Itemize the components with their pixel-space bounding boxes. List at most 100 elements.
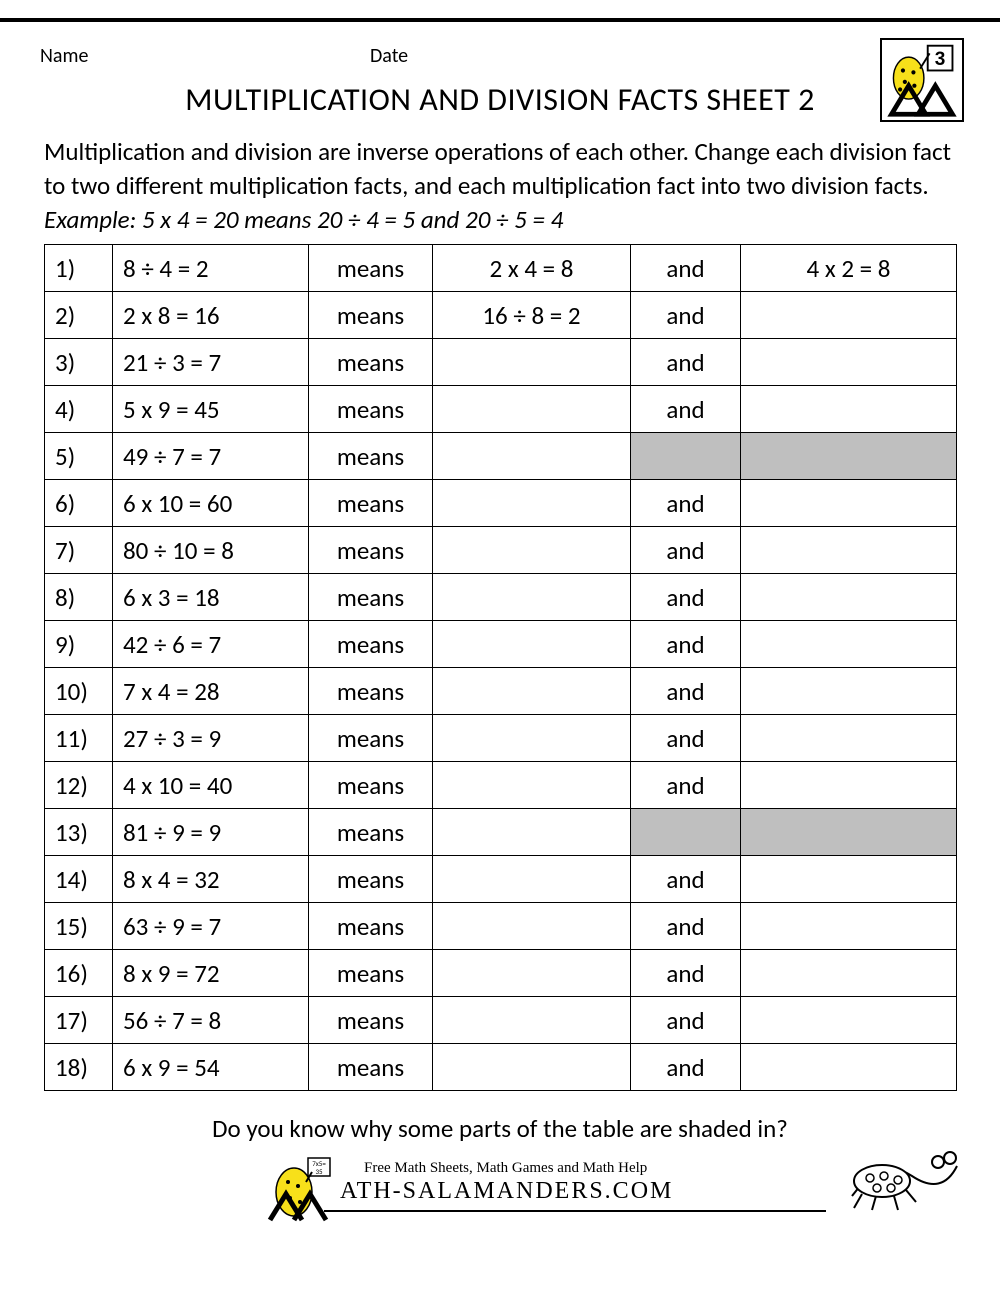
svg-text:35: 35 bbox=[315, 1167, 323, 1176]
row-number: 13) bbox=[45, 809, 113, 856]
row-ans1 bbox=[433, 1044, 631, 1091]
row-number: 3) bbox=[45, 339, 113, 386]
row-ans1: 16 ÷ 8 = 2 bbox=[433, 292, 631, 339]
row-ans1 bbox=[433, 386, 631, 433]
row-ans1 bbox=[433, 433, 631, 480]
row-and: and bbox=[631, 997, 741, 1044]
row-ans2 bbox=[741, 715, 957, 762]
row-fact: 6 x 3 = 18 bbox=[113, 574, 309, 621]
footer-tagline: Free Math Sheets, Math Games and Math He… bbox=[364, 1160, 647, 1177]
row-means: means bbox=[309, 950, 433, 997]
row-fact: 6 x 9 = 54 bbox=[113, 1044, 309, 1091]
row-ans1: 2 x 4 = 8 bbox=[433, 245, 631, 292]
table-row: 8)6 x 3 = 18meansand bbox=[45, 574, 957, 621]
row-means: means bbox=[309, 762, 433, 809]
row-and: and bbox=[631, 527, 741, 574]
table-row: 16)8 x 9 = 72meansand bbox=[45, 950, 957, 997]
row-means: means bbox=[309, 668, 433, 715]
row-means: means bbox=[309, 339, 433, 386]
row-fact: 49 ÷ 7 = 7 bbox=[113, 433, 309, 480]
row-fact: 5 x 9 = 45 bbox=[113, 386, 309, 433]
row-ans2 bbox=[741, 809, 957, 856]
row-means: means bbox=[309, 621, 433, 668]
table-row: 14)8 x 4 = 32meansand bbox=[45, 856, 957, 903]
row-ans1 bbox=[433, 762, 631, 809]
row-number: 15) bbox=[45, 903, 113, 950]
row-means: means bbox=[309, 574, 433, 621]
row-and bbox=[631, 809, 741, 856]
row-and: and bbox=[631, 621, 741, 668]
footer: 7x5= 35 Free Math Sheets, Math Games and… bbox=[44, 1154, 956, 1244]
row-and: and bbox=[631, 668, 741, 715]
row-and: and bbox=[631, 1044, 741, 1091]
table-row: 18)6 x 9 = 54meansand bbox=[45, 1044, 957, 1091]
row-number: 7) bbox=[45, 527, 113, 574]
row-ans2 bbox=[741, 997, 957, 1044]
row-means: means bbox=[309, 856, 433, 903]
row-number: 12) bbox=[45, 762, 113, 809]
row-ans2 bbox=[741, 527, 957, 574]
row-fact: 4 x 10 = 40 bbox=[113, 762, 309, 809]
row-number: 6) bbox=[45, 480, 113, 527]
row-number: 1) bbox=[45, 245, 113, 292]
page-title: MULTIPLICATION AND DIVISION FACTS SHEET … bbox=[40, 74, 960, 129]
row-ans2 bbox=[741, 480, 957, 527]
row-fact: 7 x 4 = 28 bbox=[113, 668, 309, 715]
table-row: 17)56 ÷ 7 = 8meansand bbox=[45, 997, 957, 1044]
instructions-body: Multiplication and division are inverse … bbox=[44, 136, 951, 201]
row-ans1 bbox=[433, 339, 631, 386]
table-row: 4)5 x 9 = 45meansand bbox=[45, 386, 957, 433]
brand-logo-icon: 3 bbox=[880, 38, 964, 122]
row-number: 16) bbox=[45, 950, 113, 997]
row-and: and bbox=[631, 245, 741, 292]
row-and: and bbox=[631, 856, 741, 903]
row-ans1 bbox=[433, 997, 631, 1044]
row-fact: 8 x 9 = 72 bbox=[113, 950, 309, 997]
row-ans1 bbox=[433, 903, 631, 950]
table-row: 11)27 ÷ 3 = 9meansand bbox=[45, 715, 957, 762]
salamander-right-icon bbox=[842, 1136, 962, 1220]
row-number: 11) bbox=[45, 715, 113, 762]
row-ans2 bbox=[741, 1044, 957, 1091]
grade-badge: 3 bbox=[935, 49, 946, 70]
row-and bbox=[631, 433, 741, 480]
date-label: Date bbox=[370, 44, 408, 68]
footer-brand: ATH-SALAMANDERS.COM bbox=[340, 1178, 673, 1205]
row-means: means bbox=[309, 715, 433, 762]
row-and: and bbox=[631, 292, 741, 339]
row-fact: 63 ÷ 9 = 7 bbox=[113, 903, 309, 950]
row-ans2 bbox=[741, 762, 957, 809]
row-and: and bbox=[631, 903, 741, 950]
row-number: 9) bbox=[45, 621, 113, 668]
row-number: 17) bbox=[45, 997, 113, 1044]
row-and: and bbox=[631, 386, 741, 433]
footer-rule bbox=[324, 1210, 826, 1212]
row-means: means bbox=[309, 809, 433, 856]
row-ans2 bbox=[741, 339, 957, 386]
row-means: means bbox=[309, 433, 433, 480]
row-fact: 27 ÷ 3 = 9 bbox=[113, 715, 309, 762]
row-ans2 bbox=[741, 668, 957, 715]
row-fact: 2 x 8 = 16 bbox=[113, 292, 309, 339]
instructions-example: Example: 5 x 4 = 20 means 20 ÷ 4 = 5 and… bbox=[44, 204, 563, 235]
table-row: 2)2 x 8 = 16means16 ÷ 8 = 2and bbox=[45, 292, 957, 339]
row-and: and bbox=[631, 762, 741, 809]
row-means: means bbox=[309, 903, 433, 950]
row-number: 4) bbox=[45, 386, 113, 433]
row-number: 5) bbox=[45, 433, 113, 480]
row-means: means bbox=[309, 292, 433, 339]
row-number: 18) bbox=[45, 1044, 113, 1091]
table-row: 10)7 x 4 = 28means and bbox=[45, 668, 957, 715]
table-row: 3)21 ÷ 3 = 7meansand bbox=[45, 339, 957, 386]
table-row: 13)81 ÷ 9 = 9means bbox=[45, 809, 957, 856]
row-means: means bbox=[309, 527, 433, 574]
row-ans1 bbox=[433, 809, 631, 856]
name-label: Name bbox=[40, 44, 370, 68]
row-number: 10) bbox=[45, 668, 113, 715]
row-fact: 8 ÷ 4 = 2 bbox=[113, 245, 309, 292]
row-ans2 bbox=[741, 856, 957, 903]
table-row: 15)63 ÷ 9 = 7means and bbox=[45, 903, 957, 950]
row-ans2 bbox=[741, 386, 957, 433]
row-ans1 bbox=[433, 527, 631, 574]
row-ans1 bbox=[433, 950, 631, 997]
